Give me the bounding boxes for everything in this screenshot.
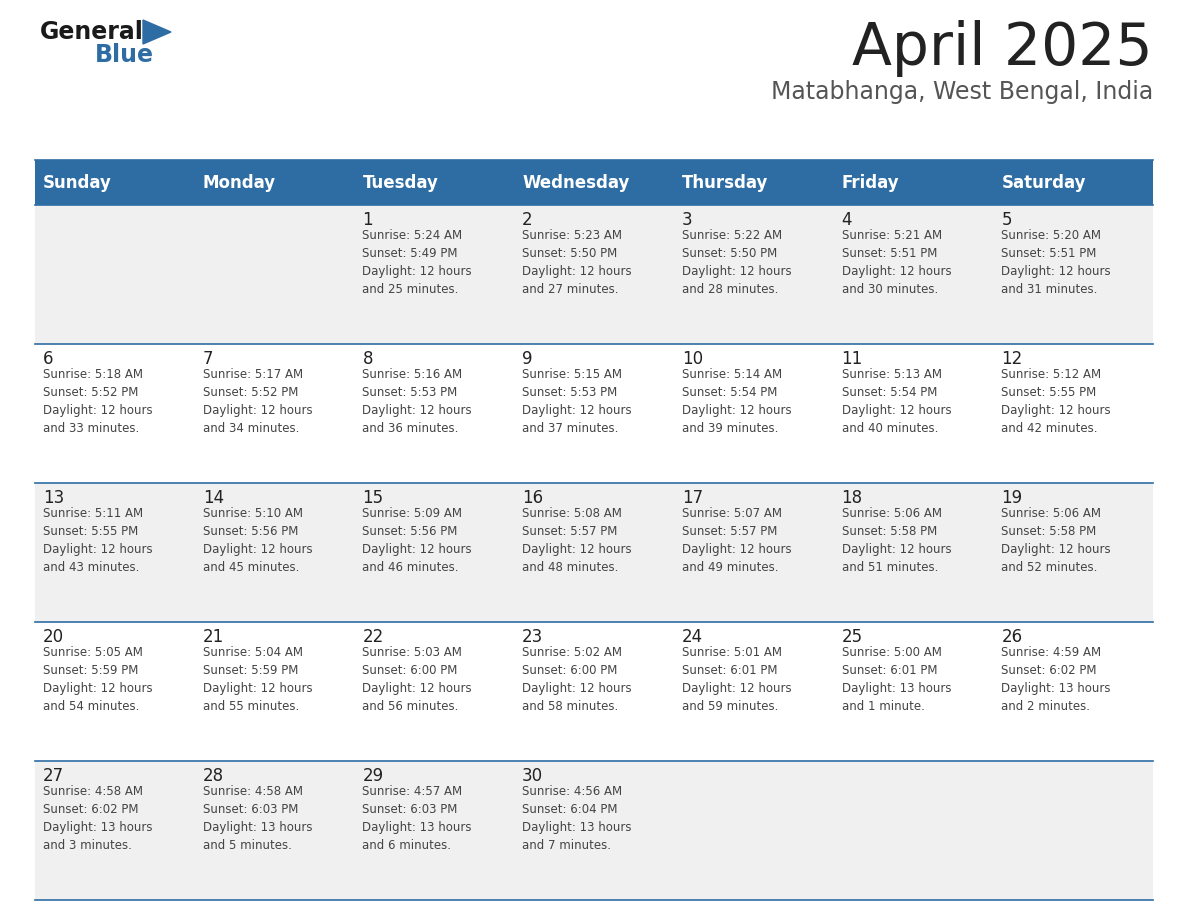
- Text: 15: 15: [362, 489, 384, 507]
- Text: 14: 14: [203, 489, 223, 507]
- Text: Sunrise: 5:10 AM
Sunset: 5:56 PM
Daylight: 12 hours
and 45 minutes.: Sunrise: 5:10 AM Sunset: 5:56 PM Dayligh…: [203, 507, 312, 574]
- Text: Sunrise: 5:14 AM
Sunset: 5:54 PM
Daylight: 12 hours
and 39 minutes.: Sunrise: 5:14 AM Sunset: 5:54 PM Dayligh…: [682, 368, 791, 435]
- Text: 24: 24: [682, 628, 703, 646]
- Text: 7: 7: [203, 350, 213, 368]
- Text: Sunrise: 4:59 AM
Sunset: 6:02 PM
Daylight: 13 hours
and 2 minutes.: Sunrise: 4:59 AM Sunset: 6:02 PM Dayligh…: [1001, 646, 1111, 713]
- Text: 10: 10: [682, 350, 703, 368]
- Text: 16: 16: [523, 489, 543, 507]
- Text: 28: 28: [203, 767, 223, 785]
- Text: 18: 18: [841, 489, 862, 507]
- Text: 12: 12: [1001, 350, 1023, 368]
- Text: Tuesday: Tuesday: [362, 174, 438, 192]
- Text: Sunrise: 4:57 AM
Sunset: 6:03 PM
Daylight: 13 hours
and 6 minutes.: Sunrise: 4:57 AM Sunset: 6:03 PM Dayligh…: [362, 785, 472, 852]
- Text: Sunrise: 5:22 AM
Sunset: 5:50 PM
Daylight: 12 hours
and 28 minutes.: Sunrise: 5:22 AM Sunset: 5:50 PM Dayligh…: [682, 229, 791, 296]
- Text: Sunrise: 5:05 AM
Sunset: 5:59 PM
Daylight: 12 hours
and 54 minutes.: Sunrise: 5:05 AM Sunset: 5:59 PM Dayligh…: [43, 646, 152, 713]
- Bar: [34, 483, 1154, 622]
- Text: 1: 1: [362, 211, 373, 229]
- Bar: [34, 205, 1154, 344]
- Text: Sunrise: 5:23 AM
Sunset: 5:50 PM
Daylight: 12 hours
and 27 minutes.: Sunrise: 5:23 AM Sunset: 5:50 PM Dayligh…: [523, 229, 632, 296]
- Polygon shape: [143, 20, 171, 44]
- Text: Sunrise: 4:56 AM
Sunset: 6:04 PM
Daylight: 13 hours
and 7 minutes.: Sunrise: 4:56 AM Sunset: 6:04 PM Dayligh…: [523, 785, 632, 852]
- Text: 20: 20: [43, 628, 64, 646]
- Text: 23: 23: [523, 628, 543, 646]
- Text: 17: 17: [682, 489, 703, 507]
- Bar: [34, 344, 1154, 483]
- Text: Friday: Friday: [841, 174, 899, 192]
- Text: 25: 25: [841, 628, 862, 646]
- Text: 5: 5: [1001, 211, 1012, 229]
- Text: Sunrise: 4:58 AM
Sunset: 6:02 PM
Daylight: 13 hours
and 3 minutes.: Sunrise: 4:58 AM Sunset: 6:02 PM Dayligh…: [43, 785, 152, 852]
- Text: Sunrise: 5:17 AM
Sunset: 5:52 PM
Daylight: 12 hours
and 34 minutes.: Sunrise: 5:17 AM Sunset: 5:52 PM Dayligh…: [203, 368, 312, 435]
- Text: Thursday: Thursday: [682, 174, 769, 192]
- Bar: [34, 761, 1154, 900]
- Text: Sunrise: 5:08 AM
Sunset: 5:57 PM
Daylight: 12 hours
and 48 minutes.: Sunrise: 5:08 AM Sunset: 5:57 PM Dayligh…: [523, 507, 632, 574]
- Text: Matabhanga, West Bengal, India: Matabhanga, West Bengal, India: [771, 80, 1154, 104]
- Text: 11: 11: [841, 350, 862, 368]
- Text: 27: 27: [43, 767, 64, 785]
- Text: Sunrise: 5:00 AM
Sunset: 6:01 PM
Daylight: 13 hours
and 1 minute.: Sunrise: 5:00 AM Sunset: 6:01 PM Dayligh…: [841, 646, 952, 713]
- Bar: [34, 160, 1154, 205]
- Text: 2: 2: [523, 211, 532, 229]
- Text: Sunrise: 5:15 AM
Sunset: 5:53 PM
Daylight: 12 hours
and 37 minutes.: Sunrise: 5:15 AM Sunset: 5:53 PM Dayligh…: [523, 368, 632, 435]
- Text: Sunrise: 5:18 AM
Sunset: 5:52 PM
Daylight: 12 hours
and 33 minutes.: Sunrise: 5:18 AM Sunset: 5:52 PM Dayligh…: [43, 368, 152, 435]
- Text: Sunrise: 5:21 AM
Sunset: 5:51 PM
Daylight: 12 hours
and 30 minutes.: Sunrise: 5:21 AM Sunset: 5:51 PM Dayligh…: [841, 229, 952, 296]
- Text: Sunrise: 5:13 AM
Sunset: 5:54 PM
Daylight: 12 hours
and 40 minutes.: Sunrise: 5:13 AM Sunset: 5:54 PM Dayligh…: [841, 368, 952, 435]
- Text: Blue: Blue: [95, 43, 154, 67]
- Text: 8: 8: [362, 350, 373, 368]
- Text: Monday: Monday: [203, 174, 276, 192]
- Text: 29: 29: [362, 767, 384, 785]
- Text: 6: 6: [43, 350, 53, 368]
- Text: Saturday: Saturday: [1001, 174, 1086, 192]
- Text: Sunrise: 5:11 AM
Sunset: 5:55 PM
Daylight: 12 hours
and 43 minutes.: Sunrise: 5:11 AM Sunset: 5:55 PM Dayligh…: [43, 507, 152, 574]
- Text: Sunrise: 5:07 AM
Sunset: 5:57 PM
Daylight: 12 hours
and 49 minutes.: Sunrise: 5:07 AM Sunset: 5:57 PM Dayligh…: [682, 507, 791, 574]
- Text: 9: 9: [523, 350, 532, 368]
- Text: 19: 19: [1001, 489, 1023, 507]
- Text: Sunrise: 5:20 AM
Sunset: 5:51 PM
Daylight: 12 hours
and 31 minutes.: Sunrise: 5:20 AM Sunset: 5:51 PM Dayligh…: [1001, 229, 1111, 296]
- Text: 30: 30: [523, 767, 543, 785]
- Bar: [34, 622, 1154, 761]
- Text: Sunrise: 4:58 AM
Sunset: 6:03 PM
Daylight: 13 hours
and 5 minutes.: Sunrise: 4:58 AM Sunset: 6:03 PM Dayligh…: [203, 785, 312, 852]
- Text: 4: 4: [841, 211, 852, 229]
- Text: Sunrise: 5:12 AM
Sunset: 5:55 PM
Daylight: 12 hours
and 42 minutes.: Sunrise: 5:12 AM Sunset: 5:55 PM Dayligh…: [1001, 368, 1111, 435]
- Text: General: General: [40, 20, 144, 44]
- Text: Sunrise: 5:09 AM
Sunset: 5:56 PM
Daylight: 12 hours
and 46 minutes.: Sunrise: 5:09 AM Sunset: 5:56 PM Dayligh…: [362, 507, 472, 574]
- Text: 13: 13: [43, 489, 64, 507]
- Text: Sunday: Sunday: [43, 174, 112, 192]
- Text: Sunrise: 5:04 AM
Sunset: 5:59 PM
Daylight: 12 hours
and 55 minutes.: Sunrise: 5:04 AM Sunset: 5:59 PM Dayligh…: [203, 646, 312, 713]
- Text: Sunrise: 5:06 AM
Sunset: 5:58 PM
Daylight: 12 hours
and 51 minutes.: Sunrise: 5:06 AM Sunset: 5:58 PM Dayligh…: [841, 507, 952, 574]
- Text: Wednesday: Wednesday: [523, 174, 630, 192]
- Text: Sunrise: 5:01 AM
Sunset: 6:01 PM
Daylight: 12 hours
and 59 minutes.: Sunrise: 5:01 AM Sunset: 6:01 PM Dayligh…: [682, 646, 791, 713]
- Text: Sunrise: 5:03 AM
Sunset: 6:00 PM
Daylight: 12 hours
and 56 minutes.: Sunrise: 5:03 AM Sunset: 6:00 PM Dayligh…: [362, 646, 472, 713]
- Text: Sunrise: 5:24 AM
Sunset: 5:49 PM
Daylight: 12 hours
and 25 minutes.: Sunrise: 5:24 AM Sunset: 5:49 PM Dayligh…: [362, 229, 472, 296]
- Text: 21: 21: [203, 628, 225, 646]
- Text: Sunrise: 5:02 AM
Sunset: 6:00 PM
Daylight: 12 hours
and 58 minutes.: Sunrise: 5:02 AM Sunset: 6:00 PM Dayligh…: [523, 646, 632, 713]
- Text: 26: 26: [1001, 628, 1023, 646]
- Text: April 2025: April 2025: [852, 20, 1154, 77]
- Text: Sunrise: 5:06 AM
Sunset: 5:58 PM
Daylight: 12 hours
and 52 minutes.: Sunrise: 5:06 AM Sunset: 5:58 PM Dayligh…: [1001, 507, 1111, 574]
- Text: 22: 22: [362, 628, 384, 646]
- Text: Sunrise: 5:16 AM
Sunset: 5:53 PM
Daylight: 12 hours
and 36 minutes.: Sunrise: 5:16 AM Sunset: 5:53 PM Dayligh…: [362, 368, 472, 435]
- Text: 3: 3: [682, 211, 693, 229]
